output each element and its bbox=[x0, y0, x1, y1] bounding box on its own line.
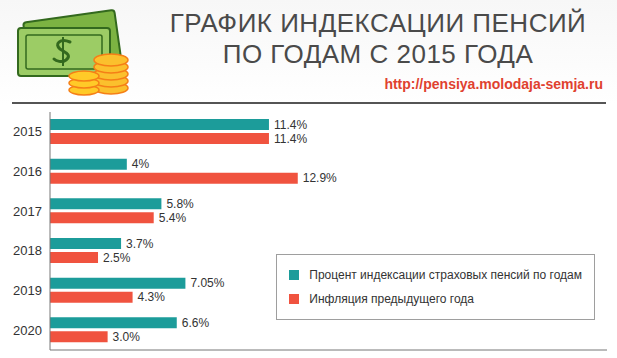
svg-text:2016: 2016 bbox=[13, 164, 42, 179]
svg-text:5.8%: 5.8% bbox=[166, 197, 194, 211]
html-text:http://pensiya.molodaja-semja.: http://pensiya.molodaja-semja.ru bbox=[384, 76, 603, 92]
html-text:Инфляция предыдущего года: Инфляция предыдущего года bbox=[309, 292, 474, 306]
svg-text:2.5%: 2.5% bbox=[103, 251, 131, 265]
html-text:Процент индексации страховых п: Процент индексации страховых пенсий по г… bbox=[309, 268, 582, 282]
svg-text:2020: 2020 bbox=[13, 323, 42, 338]
svg-text:4%: 4% bbox=[132, 157, 150, 171]
svg-text:11.4%: 11.4% bbox=[274, 132, 307, 146]
svg-text:11.4%: 11.4% bbox=[274, 118, 307, 132]
svg-text:2019: 2019 bbox=[13, 283, 42, 298]
svg-text:12.9%: 12.9% bbox=[303, 171, 337, 185]
html-text:ГРАФИК ИНДЕКСАЦИИ ПЕНСИЙ ПО ГО: ГРАФИК ИНДЕКСАЦИИ ПЕНСИЙ ПО ГОДАМ С 2015… bbox=[169, 8, 587, 69]
svg-text:6.6%: 6.6% bbox=[182, 316, 210, 330]
svg-text:2015: 2015 bbox=[13, 124, 42, 139]
svg-text:3.0%: 3.0% bbox=[113, 330, 141, 344]
svg-text:7.05%: 7.05% bbox=[190, 276, 224, 290]
svg-text:5.4%: 5.4% bbox=[159, 211, 187, 225]
svg-text:3.7%: 3.7% bbox=[126, 237, 154, 251]
svg-text:2018: 2018 bbox=[13, 243, 42, 258]
svg-text:4.3%: 4.3% bbox=[138, 290, 166, 304]
svg-text:2017: 2017 bbox=[13, 204, 42, 219]
